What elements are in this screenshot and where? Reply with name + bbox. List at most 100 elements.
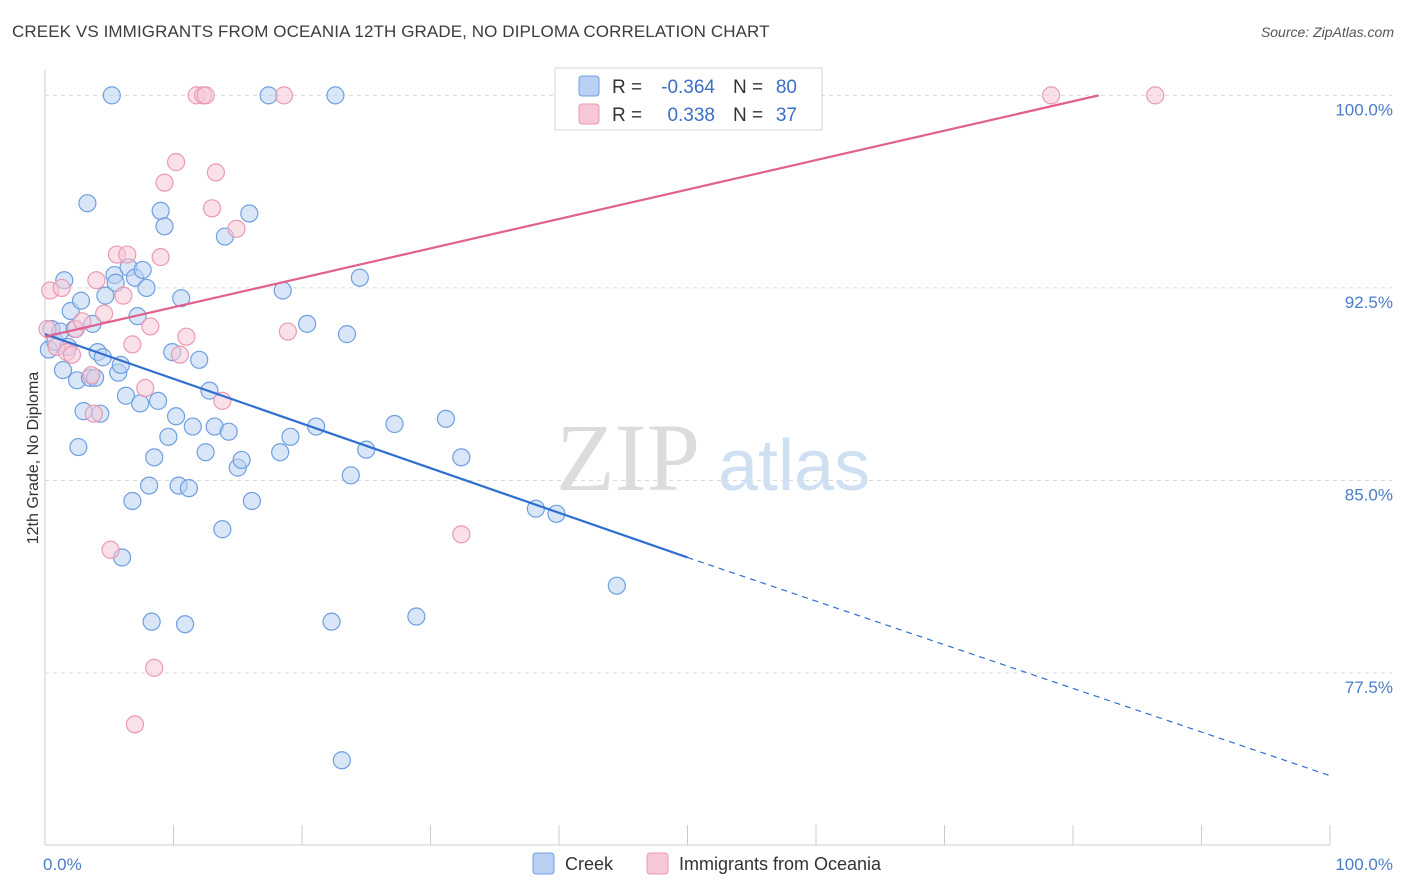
x-tick-labels: 0.0% 100.0%	[43, 855, 1393, 874]
legend-r-value: -0.364	[661, 77, 715, 98]
oceania-point	[114, 286, 133, 305]
creek-point	[219, 422, 238, 441]
bottom-legend-label: Creek	[565, 854, 614, 874]
oceania-point	[274, 86, 294, 105]
y-tick-label: 77.5%	[1345, 678, 1393, 697]
creek-point	[407, 607, 426, 626]
watermark-atlas: atlas	[718, 426, 870, 506]
oceania-point	[84, 404, 103, 423]
creek-point	[116, 386, 136, 405]
creek-point	[326, 86, 345, 105]
y-axis-label: 12th Grade, No Diploma	[25, 372, 42, 545]
creek-point	[111, 355, 130, 375]
oceania-point	[118, 245, 137, 264]
creek-point	[96, 286, 115, 305]
y-tick-labels: 100.0% 92.5% 85.0% 77.5%	[1335, 100, 1393, 697]
creek-point	[190, 350, 209, 369]
watermark-zip: ZIP	[556, 404, 700, 511]
watermark: ZIP atlas	[556, 404, 870, 511]
creek-point	[183, 417, 202, 436]
oceania-point	[227, 219, 246, 238]
oceania-point	[145, 658, 164, 677]
oceania-point	[125, 715, 145, 734]
oceania-point	[155, 173, 174, 192]
bottom-legend-label: Immigrants from Oceania	[679, 854, 882, 874]
y-tick-label: 100.0%	[1335, 100, 1393, 119]
oceania-point	[151, 248, 170, 267]
oceania-point	[101, 540, 120, 559]
oceania-point	[95, 304, 114, 323]
y-tick-label: 85.0%	[1345, 485, 1393, 504]
oceania-point	[170, 345, 190, 364]
creek-point	[281, 427, 300, 446]
oceania-point	[202, 199, 222, 218]
creek-point	[196, 443, 215, 462]
creek-point	[102, 86, 121, 105]
creek-point	[385, 414, 404, 434]
creek-point	[259, 86, 278, 105]
creek-point	[133, 260, 152, 280]
creek-point	[142, 612, 161, 631]
creek-point	[130, 394, 150, 413]
oceania-point	[82, 366, 101, 385]
oceania-point	[136, 378, 155, 398]
creek-point	[607, 576, 626, 595]
creek-point	[213, 520, 232, 539]
oceania-point	[123, 335, 142, 354]
creek-point	[271, 443, 290, 462]
y-tick-label: 92.5%	[1345, 293, 1393, 312]
x-tick-label: 0.0%	[43, 855, 82, 874]
creek-point	[298, 314, 317, 333]
oceania-point	[1042, 86, 1061, 105]
creek-point	[155, 217, 174, 236]
oceania-point	[177, 327, 196, 346]
oceania-point	[52, 278, 71, 298]
x-tick-label: 100.0%	[1335, 855, 1393, 874]
bottom-legend-swatch	[646, 852, 669, 875]
legend-n-label: N =	[733, 77, 763, 98]
creek-point	[436, 409, 456, 428]
legend-r-label: R =	[612, 77, 642, 98]
creek-point	[179, 479, 199, 498]
source-label: Source: ZipAtlas.com	[1260, 24, 1394, 40]
creek-point	[341, 466, 360, 485]
axes	[44, 70, 1331, 846]
creek-point	[350, 268, 369, 287]
oceania-point	[38, 319, 57, 339]
creek-trend-extension	[687, 556, 1331, 777]
creek-point	[78, 194, 97, 213]
oceania-point	[206, 163, 226, 182]
legend: R = -0.364 N = 80 R = 0.338 N = 37	[554, 67, 823, 131]
legend-swatch	[578, 75, 600, 97]
creek-point	[337, 325, 357, 344]
creek-trend-line	[44, 333, 688, 559]
creek-point	[137, 278, 156, 298]
creek-point	[145, 448, 164, 467]
legend-n-label: N =	[733, 105, 763, 126]
data-points	[38, 86, 1165, 770]
oceania-point	[141, 317, 160, 336]
creek-point	[452, 448, 471, 467]
creek-point	[139, 476, 159, 495]
oceania-point	[278, 322, 297, 341]
bottom-legend: Creek Immigrants from Oceania	[532, 852, 882, 875]
bottom-legend-swatch	[532, 852, 555, 875]
creek-point	[242, 491, 261, 511]
oceania-point	[73, 312, 92, 331]
creek-point	[159, 427, 178, 446]
creek-point	[172, 289, 191, 308]
creek-point	[123, 491, 142, 511]
oceania-point	[452, 525, 471, 544]
creek-point	[151, 201, 170, 220]
creek-point	[232, 450, 251, 470]
creek-point	[175, 615, 195, 634]
trend-lines	[44, 94, 1331, 777]
legend-r-label: R =	[612, 105, 642, 126]
chart-title: CREEK VS IMMIGRANTS FROM OCEANIA 12TH GR…	[12, 22, 770, 41]
creek-point	[166, 407, 186, 426]
creek-point	[71, 291, 91, 310]
creek-point	[332, 751, 351, 770]
creek-point	[148, 391, 168, 410]
creek-point	[69, 437, 88, 457]
